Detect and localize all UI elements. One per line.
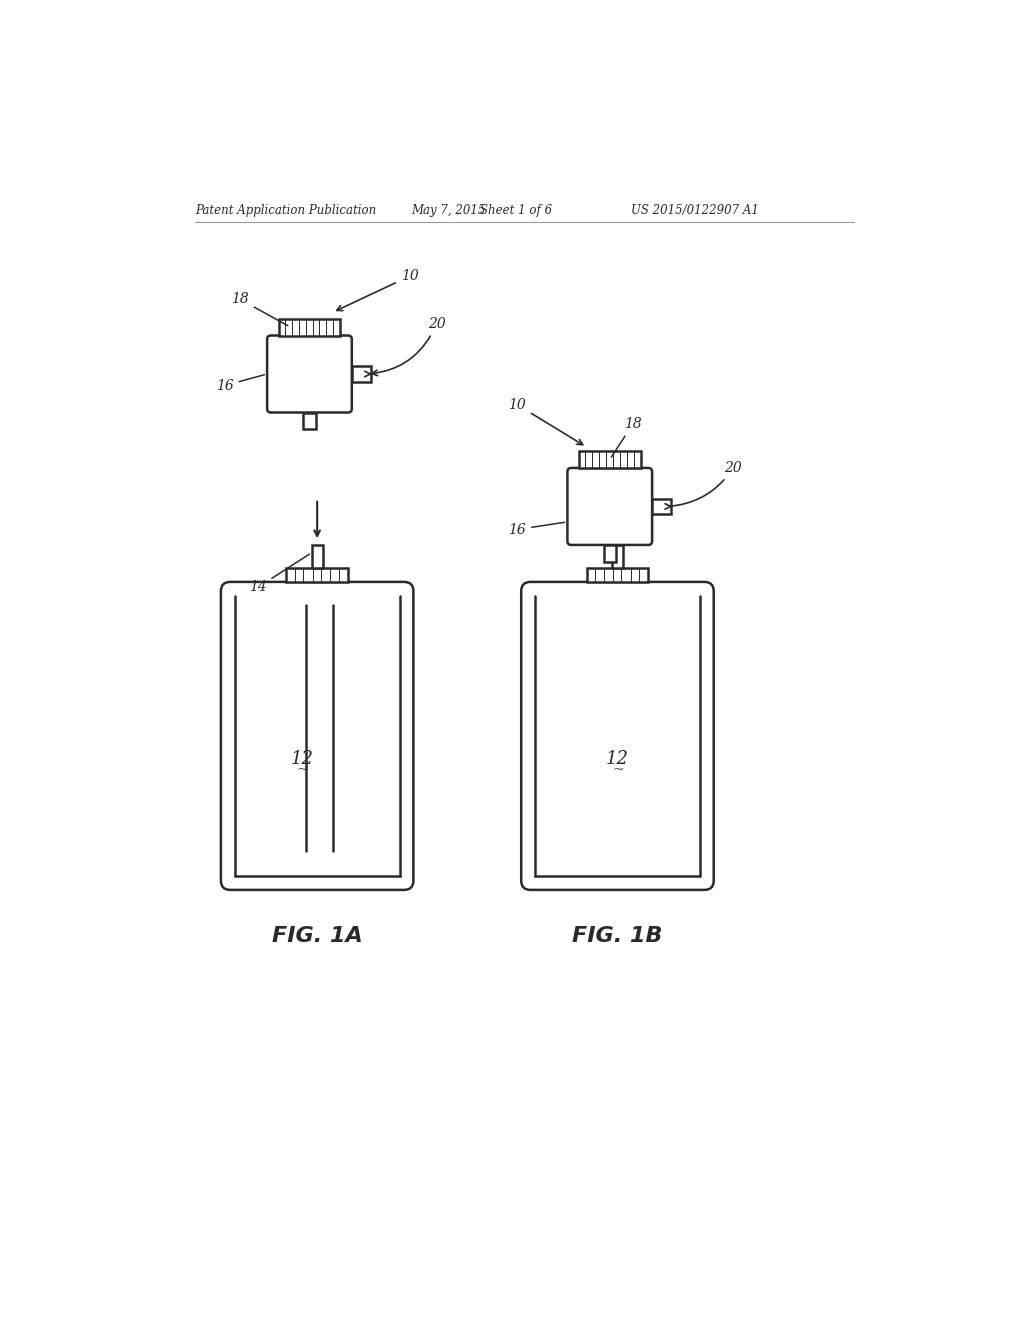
Text: 12: 12 <box>290 750 313 768</box>
Text: ~: ~ <box>297 763 308 776</box>
Text: FIG. 1B: FIG. 1B <box>572 927 662 946</box>
Text: 10: 10 <box>336 269 418 310</box>
Bar <box>312 545 322 568</box>
Text: 10: 10 <box>508 397 582 445</box>
Text: 18: 18 <box>610 417 641 457</box>
Text: May 7, 2015: May 7, 2015 <box>411 205 485 218</box>
Text: 12: 12 <box>605 750 629 768</box>
Text: 16: 16 <box>508 523 565 536</box>
Bar <box>278 318 340 335</box>
Bar <box>303 412 315 429</box>
Bar <box>586 568 648 582</box>
Bar <box>579 451 640 469</box>
Bar <box>603 545 615 562</box>
Text: Sheet 1 of 6: Sheet 1 of 6 <box>480 205 552 218</box>
Text: 20: 20 <box>669 461 741 506</box>
Text: 18: 18 <box>231 292 287 326</box>
Text: 16: 16 <box>216 375 264 392</box>
Bar <box>651 499 671 513</box>
Bar <box>286 568 347 582</box>
Bar <box>352 367 371 381</box>
Text: FIG. 1A: FIG. 1A <box>271 927 362 946</box>
FancyBboxPatch shape <box>221 582 413 890</box>
FancyBboxPatch shape <box>267 335 352 412</box>
Bar <box>611 545 623 568</box>
Text: 14: 14 <box>249 554 309 594</box>
Text: 20: 20 <box>372 317 445 376</box>
Text: Patent Application Publication: Patent Application Publication <box>196 205 376 218</box>
Text: ~: ~ <box>611 763 624 776</box>
FancyBboxPatch shape <box>567 469 651 545</box>
Text: US 2015/0122907 A1: US 2015/0122907 A1 <box>630 205 758 218</box>
FancyBboxPatch shape <box>521 582 713 890</box>
